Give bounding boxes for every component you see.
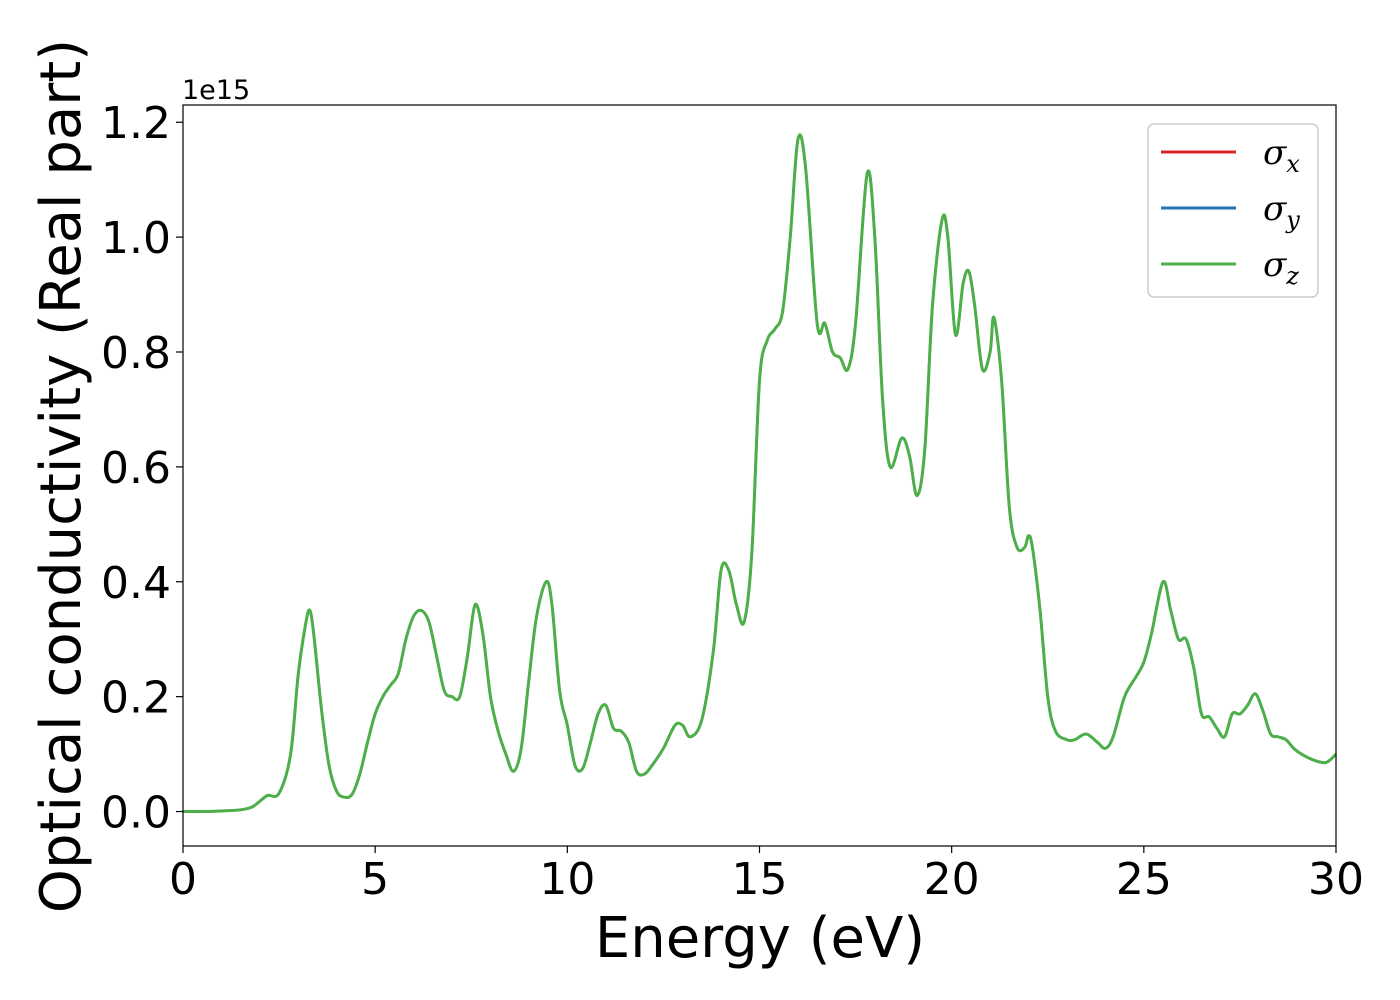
x-tick-label: 30 (1308, 854, 1364, 905)
y-tick-label: 0.4 (101, 558, 171, 609)
y-tick-label: 0.8 (101, 328, 171, 379)
y-tick-label: 0.0 (101, 788, 171, 839)
x-axis-ticks: 0 5 10 15 20 25 30 (169, 846, 1364, 905)
legend-symbol: σ (1263, 189, 1287, 229)
series-line-sigma-z (182, 133, 1338, 814)
y-tick-label: 1.0 (101, 213, 171, 264)
legend-subscript: y (1285, 206, 1300, 234)
x-tick-label: 20 (924, 854, 980, 905)
x-tick-label: 10 (539, 854, 595, 905)
x-axis-title: Energy (eV) (595, 906, 925, 971)
legend-symbol: σ (1263, 245, 1287, 285)
x-tick-label: 25 (1116, 854, 1172, 905)
y-offset-label: 1e15 (182, 75, 250, 106)
x-tick-label: 15 (732, 854, 788, 905)
legend-box (1147, 123, 1319, 298)
y-tick-label: 0.6 (101, 443, 171, 494)
plot-lines (182, 133, 1338, 814)
legend-label-sigma-z: σz (1263, 245, 1299, 290)
y-tick-label: 1.2 (101, 98, 171, 149)
y-axis-title: Optical conductivity (Real part) (29, 39, 94, 913)
y-axis-ticks: 0.0 0.2 0.4 0.6 0.8 1.0 1.2 (101, 98, 183, 839)
legend-label-sigma-y: σy (1263, 189, 1300, 234)
legend-symbol: σ (1263, 133, 1287, 173)
legend-subscript: z (1285, 262, 1299, 290)
x-tick-label: 0 (169, 854, 197, 905)
y-tick-label: 0.2 (101, 673, 171, 724)
x-tick-label: 5 (361, 854, 389, 905)
legend-subscript: x (1286, 150, 1300, 178)
legend-label-sigma-x: σx (1263, 133, 1300, 178)
